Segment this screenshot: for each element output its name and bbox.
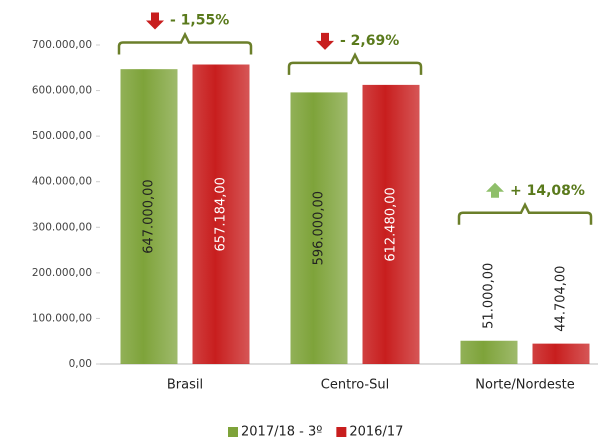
y-tick-label: 500.000,00 — [32, 130, 92, 142]
y-tick-label: 700.000,00 — [32, 39, 92, 51]
x-tick-label: Brasil — [167, 378, 203, 393]
legend-swatch — [228, 427, 238, 437]
y-tick-label: 600.000,00 — [32, 85, 92, 97]
arrow-icon — [146, 12, 164, 30]
annotation: - 2,69% — [340, 33, 399, 49]
bracket — [117, 31, 253, 55]
legend-label: 2016/17 — [349, 425, 403, 440]
value-label: 596.000,00 — [312, 191, 327, 265]
bar — [460, 340, 518, 364]
bar — [192, 64, 250, 364]
arrow-icon — [486, 182, 504, 198]
value-label: 657.184,00 — [214, 177, 229, 251]
y-tick-label: 0,00 — [69, 358, 92, 370]
bar — [120, 69, 178, 364]
bar — [290, 92, 348, 364]
y-tick-label: 300.000,00 — [32, 221, 92, 233]
value-label: 44.704,00 — [554, 266, 569, 332]
value-label: 51.000,00 — [482, 263, 497, 329]
y-tick-label: 100.000,00 — [32, 312, 92, 324]
value-label: 647.000,00 — [142, 179, 157, 253]
legend-label: 2017/18 - 3º — [241, 425, 322, 440]
bracket — [287, 52, 423, 75]
bracket — [457, 201, 593, 225]
bar — [532, 343, 590, 364]
y-tick-label: 400.000,00 — [32, 176, 92, 188]
legend-swatch — [336, 427, 347, 437]
annotation: - 1,55% — [170, 13, 229, 29]
annotation: + 14,08% — [510, 183, 585, 199]
bar — [362, 84, 420, 364]
value-label: 612.480,00 — [384, 187, 399, 261]
y-tick-label: 200.000,00 — [32, 267, 92, 279]
x-tick-label: Centro-Sul — [321, 378, 389, 393]
x-tick-label: Norte/Nordeste — [475, 378, 574, 393]
arrow-icon — [316, 32, 334, 50]
